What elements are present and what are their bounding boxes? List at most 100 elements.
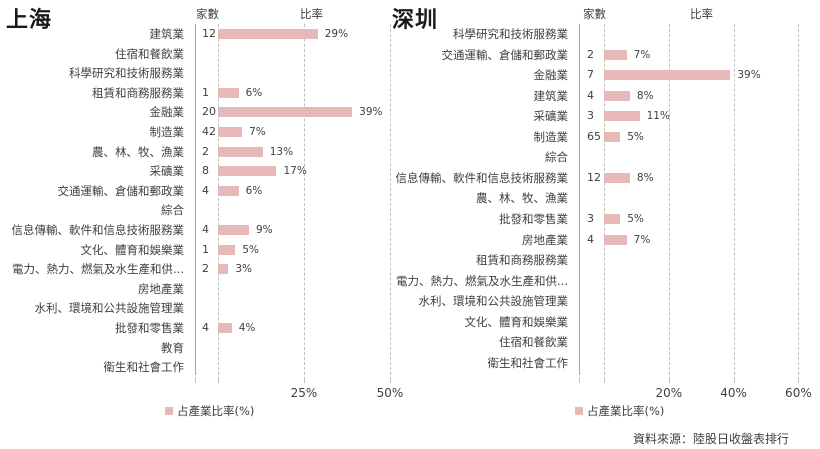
company-count: 2 bbox=[202, 262, 209, 276]
company-count: 1 bbox=[202, 242, 209, 256]
category-label: 水利、環境和公共設施管理業 bbox=[34, 301, 185, 316]
x-tick-mark bbox=[604, 377, 605, 383]
category-label: 建筑業 bbox=[533, 88, 569, 103]
category-label: 交通運輸、倉儲和郵政業 bbox=[57, 183, 185, 198]
category-label: 綜合 bbox=[545, 150, 568, 165]
category-label: 衛生和社會工作 bbox=[103, 360, 185, 375]
ratio-header: 比率 bbox=[690, 7, 713, 21]
category-label: 農、林、牧、漁業 bbox=[476, 191, 568, 206]
ratio-value-label: 11% bbox=[646, 110, 670, 123]
category-label: 金融業 bbox=[149, 105, 185, 120]
category-label: 信息傳輸、軟件和信息技術服務業 bbox=[395, 170, 569, 185]
company-count: 4 bbox=[587, 88, 594, 102]
ratio-bar bbox=[218, 185, 239, 196]
legend-swatch-icon bbox=[575, 407, 583, 415]
gridline bbox=[304, 24, 305, 375]
ratio-value-label: 4% bbox=[238, 322, 256, 334]
x-tick-mark bbox=[390, 377, 391, 383]
category-axis-line bbox=[195, 24, 196, 375]
legend-label: 占產業比率(%) bbox=[587, 404, 665, 418]
company-count: 1 bbox=[202, 85, 209, 99]
company-count: 4 bbox=[202, 223, 209, 236]
x-tick-mark bbox=[218, 377, 219, 383]
x-tick-label: 60% bbox=[785, 386, 812, 400]
shenzhen-chart: 深圳 家數 比率 20% 40% 60% 科學研究和技術服務業 交通運輸、倉儲和郵政業 2 7% 金… bbox=[390, 0, 820, 420]
category-label: 綜合 bbox=[161, 203, 184, 218]
ratio-value-label: 39% bbox=[359, 106, 383, 119]
ratio-bar bbox=[604, 90, 630, 101]
category-label: 文化、體育和娛樂業 bbox=[80, 242, 185, 257]
x-tick-mark bbox=[579, 377, 580, 383]
company-count: 2 bbox=[587, 47, 594, 61]
ratio-value-label: 13% bbox=[269, 145, 294, 158]
legend-swatch-icon bbox=[165, 407, 173, 415]
ratio-bar bbox=[604, 213, 621, 224]
ratio-bar bbox=[218, 264, 229, 275]
category-label: 制造業 bbox=[533, 129, 569, 144]
x-tick-label: 40% bbox=[720, 386, 747, 400]
ratio-value-label: 7% bbox=[633, 48, 651, 61]
category-label: 文化、體育和娛樂業 bbox=[464, 314, 569, 329]
company-count: 7 bbox=[587, 68, 594, 82]
category-label: 水利、環境和公共設施管理業 bbox=[418, 294, 569, 309]
ratio-value-label: 5% bbox=[627, 212, 644, 225]
category-label: 采礦業 bbox=[533, 109, 569, 124]
x-tick-label: 20% bbox=[655, 386, 683, 400]
category-label: 農、林、牧、漁業 bbox=[92, 144, 184, 159]
ratio-value-label: 7% bbox=[249, 126, 266, 138]
legend: 占產業比率(%) bbox=[165, 403, 254, 419]
ratio-value-label: 17% bbox=[283, 165, 307, 178]
source-note: 資料來源：陸股日收盤表排行 bbox=[633, 432, 790, 446]
ratio-value-label: 6% bbox=[245, 86, 263, 99]
ratio-bar bbox=[218, 107, 353, 118]
gridline bbox=[390, 24, 391, 375]
category-label: 建筑業 bbox=[149, 27, 185, 41]
category-label: 住宿和餐飲業 bbox=[499, 335, 568, 350]
legend: 占產業比率(%) bbox=[575, 403, 664, 419]
ratio-bar bbox=[218, 87, 239, 98]
ratio-bar bbox=[604, 131, 621, 142]
ratio-value-label: 39% bbox=[737, 69, 761, 82]
category-label: 采礦業 bbox=[149, 164, 185, 179]
company-count: 8 bbox=[202, 164, 209, 178]
ratio-bar bbox=[218, 29, 318, 39]
company-count: 20 bbox=[202, 105, 216, 119]
category-label: 科學研究和技術服務業 bbox=[453, 27, 568, 41]
gridline bbox=[798, 24, 800, 375]
category-label: 電力、熱力、燃氣及水生產和供... bbox=[396, 273, 568, 288]
ratio-bar bbox=[218, 323, 232, 333]
x-tick-mark bbox=[798, 377, 800, 383]
category-label: 住宿和餐飲業 bbox=[115, 46, 184, 61]
x-tick-label: 50% bbox=[376, 386, 404, 400]
ratio-bar bbox=[604, 49, 627, 60]
gridline bbox=[733, 24, 735, 375]
ratio-bar bbox=[218, 225, 249, 235]
category-label: 租賃和商務服務業 bbox=[92, 85, 184, 100]
ratio-value-label: 3% bbox=[235, 263, 252, 276]
ratio-header: 比率 bbox=[300, 7, 323, 21]
gridline bbox=[668, 24, 670, 375]
shanghai-chart: 上海 家數 比率 25% 50% 建筑業 12 29% 住宿和餐飲業 科學研究和技術服務業 租賃和商… bbox=[0, 0, 403, 420]
x-tick-label: 25% bbox=[290, 386, 318, 400]
company-count: 4 bbox=[202, 321, 209, 334]
ratio-value-label: 29% bbox=[324, 28, 349, 40]
ratio-bar bbox=[218, 146, 263, 157]
ratio-value-label: 9% bbox=[255, 224, 273, 236]
category-label: 租賃和商務服務業 bbox=[476, 253, 568, 268]
ratio-bar bbox=[218, 166, 277, 177]
city-title: 深圳 bbox=[392, 8, 439, 33]
ratio-value-label: 5% bbox=[242, 243, 259, 256]
company-count: 4 bbox=[587, 232, 594, 246]
category-label: 衛生和社會工作 bbox=[487, 355, 569, 370]
x-tick-mark bbox=[304, 377, 305, 383]
x-tick-mark bbox=[733, 377, 735, 383]
ratio-value-label: 6% bbox=[245, 184, 263, 197]
category-label: 批發和零售業 bbox=[115, 321, 184, 335]
legend-label: 占產業比率(%) bbox=[177, 404, 255, 418]
ratio-bar bbox=[218, 127, 243, 137]
gridline bbox=[218, 24, 219, 375]
ratio-bar bbox=[604, 234, 627, 245]
count-header: 家數 bbox=[583, 7, 606, 21]
company-count: 3 bbox=[587, 109, 594, 123]
company-count: 65 bbox=[587, 129, 601, 143]
